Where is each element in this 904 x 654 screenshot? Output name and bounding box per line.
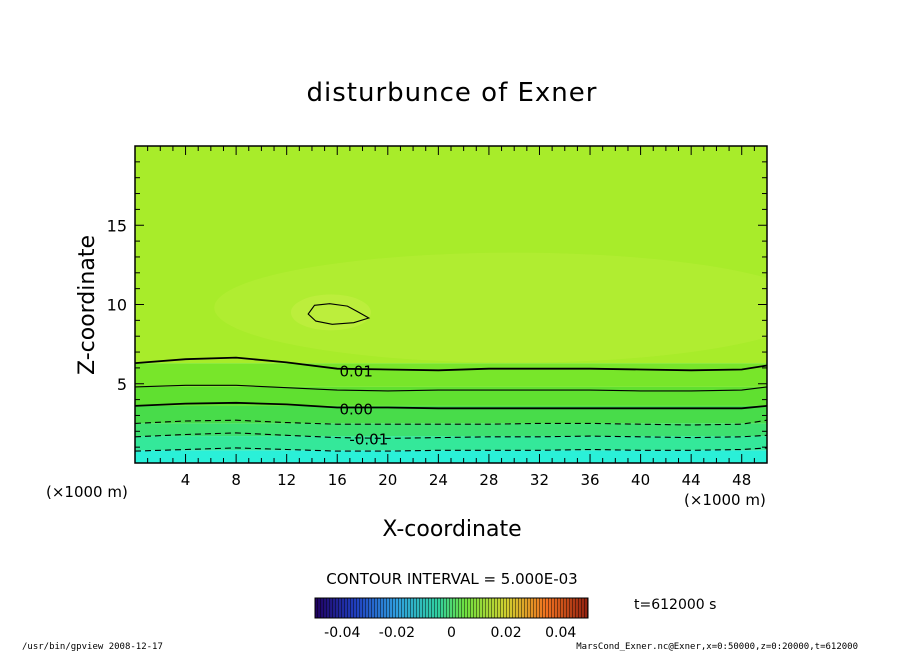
highlight-spot bbox=[290, 294, 371, 331]
x-tick-label: 24 bbox=[429, 471, 448, 489]
x-tick-label: 8 bbox=[231, 471, 241, 489]
colorbar-tick-labels: -0.04 -0.02 0 0.02 0.04 bbox=[324, 625, 576, 641]
fill-band-4 bbox=[135, 386, 767, 406]
fill-band-5 bbox=[135, 363, 767, 387]
x-tick-label: 12 bbox=[277, 471, 296, 489]
x-axis-label: X-coordinate bbox=[382, 517, 521, 542]
contour-interval-label: CONTOUR INTERVAL = 5.000E-03 bbox=[326, 570, 577, 588]
colorbar-tick-label: 0 bbox=[447, 625, 456, 641]
highlight-ellipse bbox=[214, 252, 767, 363]
y-tick-label: 5 bbox=[117, 375, 127, 394]
x-tick-label: 44 bbox=[682, 471, 701, 489]
x-tick-label: 16 bbox=[328, 471, 347, 489]
chart-title: disturbunce of Exner bbox=[307, 78, 598, 108]
x-tick-label: 48 bbox=[732, 471, 751, 489]
x-tick-label: 32 bbox=[530, 471, 549, 489]
time-label: t=612000 s bbox=[634, 597, 716, 613]
colorbar-tick-label: 0.02 bbox=[491, 625, 522, 641]
closed-contour-0 bbox=[307, 303, 371, 325]
x-axis-unit-right: (×1000 m) bbox=[684, 491, 766, 509]
contour-label-0: 0.01 bbox=[339, 362, 372, 380]
contour-line-2 bbox=[135, 401, 767, 410]
colorbar bbox=[314, 597, 589, 619]
fill-band-1 bbox=[135, 436, 767, 451]
colorbar-frame bbox=[314, 597, 589, 619]
y-axis-ticks: 5 10 15 bbox=[107, 161, 767, 448]
x-axis-unit-left: (×1000 m) bbox=[46, 483, 128, 501]
y-tick-label: 10 bbox=[107, 296, 127, 315]
contour-labels: 0.01 0.00 -0.01 bbox=[339, 362, 388, 448]
colorbar-stripes bbox=[315, 598, 588, 618]
contour-label-2: -0.01 bbox=[349, 430, 388, 448]
colorbar-tick-label: -0.04 bbox=[324, 625, 360, 641]
y-axis-label: Z-coordinate bbox=[75, 235, 100, 375]
colorbar-tick-label: -0.02 bbox=[379, 625, 415, 641]
footer-right-text: MarsCond_Exner.nc@Exner,x=0:50000,z=0:20… bbox=[576, 642, 858, 652]
footer-left-text: /usr/bin/gpview 2008-12-17 bbox=[22, 642, 163, 652]
fill-band-3 bbox=[135, 405, 767, 424]
contour-line-0 bbox=[135, 356, 767, 372]
fill-band-6 bbox=[135, 146, 767, 364]
x-tick-label: 4 bbox=[181, 471, 191, 489]
fill-band-2 bbox=[135, 423, 767, 437]
contour-label-1: 0.00 bbox=[339, 400, 372, 418]
colorbar-tick-label: 0.04 bbox=[545, 625, 576, 641]
fill-bands bbox=[135, 146, 767, 463]
contour-line-1 bbox=[135, 384, 767, 392]
x-tick-label: 40 bbox=[631, 471, 650, 489]
x-tick-label: 20 bbox=[378, 471, 397, 489]
x-axis-ticks: 4 8 12 16 20 24 28 32 36 40 44 48 bbox=[147, 146, 755, 489]
contour-lines bbox=[135, 303, 767, 452]
upper-highlight-region bbox=[214, 252, 767, 363]
x-tick-label: 36 bbox=[580, 471, 599, 489]
fill-band-0 bbox=[135, 450, 767, 463]
y-tick-label: 15 bbox=[107, 216, 127, 235]
x-tick-label: 28 bbox=[479, 471, 498, 489]
